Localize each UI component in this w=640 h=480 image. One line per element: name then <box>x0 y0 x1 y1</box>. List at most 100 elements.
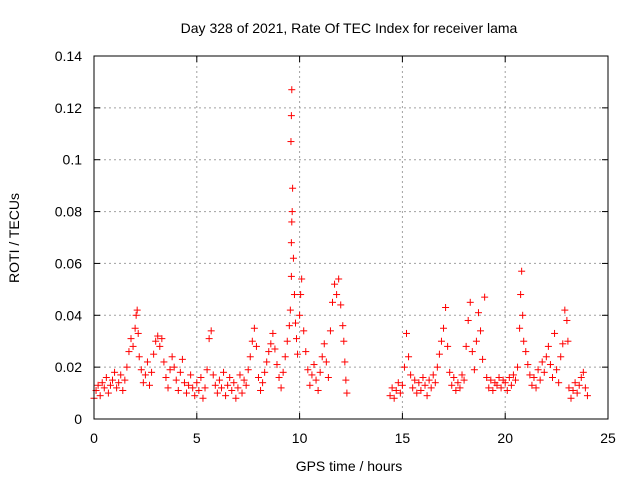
data-point <box>522 348 530 356</box>
data-point <box>577 374 585 382</box>
data-point <box>224 381 232 389</box>
data-point <box>230 379 238 387</box>
data-point <box>501 379 509 387</box>
chart-title: Day 328 of 2021, Rate Of TEC Index for r… <box>181 20 518 36</box>
data-point <box>454 379 462 387</box>
data-point <box>440 324 448 332</box>
data-point <box>267 340 275 348</box>
data-point <box>392 386 400 394</box>
data-point <box>183 389 191 397</box>
data-point <box>96 392 104 400</box>
data-point <box>242 381 250 389</box>
data-point <box>388 384 396 392</box>
data-point <box>322 358 330 366</box>
data-point <box>236 371 244 379</box>
data-point <box>415 379 423 387</box>
data-point <box>446 368 454 376</box>
data-point <box>199 394 207 402</box>
data-point <box>244 366 252 374</box>
data-point <box>271 345 279 353</box>
data-point <box>509 371 517 379</box>
data-point <box>497 384 505 392</box>
data-point <box>109 376 117 384</box>
data-point <box>170 363 178 371</box>
data-point <box>528 381 536 389</box>
data-point <box>240 376 248 384</box>
data-point <box>310 361 318 369</box>
data-point <box>536 376 544 384</box>
data-point <box>542 353 550 361</box>
data-point <box>460 376 468 384</box>
data-point <box>222 392 230 400</box>
data-point <box>519 311 527 319</box>
data-point <box>287 138 295 146</box>
data-point <box>158 335 166 343</box>
data-point <box>419 374 427 382</box>
data-point <box>532 384 540 392</box>
data-point <box>164 384 172 392</box>
data-point <box>132 311 140 319</box>
data-point <box>575 381 583 389</box>
data-point <box>205 335 213 343</box>
data-point <box>201 384 209 392</box>
data-point <box>220 368 228 376</box>
data-point <box>150 350 158 358</box>
data-point <box>141 371 149 379</box>
data-point <box>481 293 489 301</box>
data-point <box>423 392 431 400</box>
data-point <box>400 363 408 371</box>
data-point <box>456 384 464 392</box>
data-point <box>308 371 316 379</box>
data-point <box>514 363 522 371</box>
data-point <box>579 368 587 376</box>
data-point <box>139 379 147 387</box>
data-point <box>111 368 119 376</box>
data-point <box>474 309 482 317</box>
data-point <box>133 306 141 314</box>
data-point <box>464 316 472 324</box>
data-point <box>263 358 271 366</box>
data-point <box>398 381 406 389</box>
y-tick-label: 0.14 <box>55 48 82 64</box>
data-point <box>281 353 289 361</box>
data-point <box>409 384 417 392</box>
data-point <box>287 272 295 280</box>
data-point <box>567 394 575 402</box>
data-point <box>583 392 591 400</box>
data-point <box>331 280 339 288</box>
data-point <box>207 327 215 335</box>
data-point <box>294 350 302 358</box>
data-point <box>520 337 528 345</box>
data-point <box>203 366 211 374</box>
data-point <box>417 386 425 394</box>
data-points <box>90 86 591 402</box>
data-point <box>134 329 142 337</box>
data-point <box>483 374 491 382</box>
data-point <box>314 386 322 394</box>
data-point <box>425 376 433 384</box>
data-point <box>302 348 310 356</box>
x-axis-label: GPS time / hours <box>296 458 403 474</box>
data-point <box>297 291 305 299</box>
data-point <box>115 379 123 387</box>
data-point <box>293 335 301 343</box>
data-point <box>261 368 269 376</box>
data-point <box>296 311 304 319</box>
x-tick-label: 15 <box>395 430 411 446</box>
data-point <box>571 379 579 387</box>
data-point <box>526 371 534 379</box>
data-point <box>487 376 495 384</box>
x-tick-label: 10 <box>292 430 308 446</box>
data-point <box>333 291 341 299</box>
data-point <box>318 353 326 361</box>
data-point <box>176 368 184 376</box>
data-point <box>495 374 503 382</box>
data-point <box>160 358 168 366</box>
data-point <box>273 361 281 369</box>
data-point <box>563 316 571 324</box>
data-point <box>259 379 267 387</box>
data-point <box>288 208 296 216</box>
data-point <box>162 374 170 382</box>
y-tick-label: 0.1 <box>63 152 83 168</box>
data-point <box>100 384 108 392</box>
